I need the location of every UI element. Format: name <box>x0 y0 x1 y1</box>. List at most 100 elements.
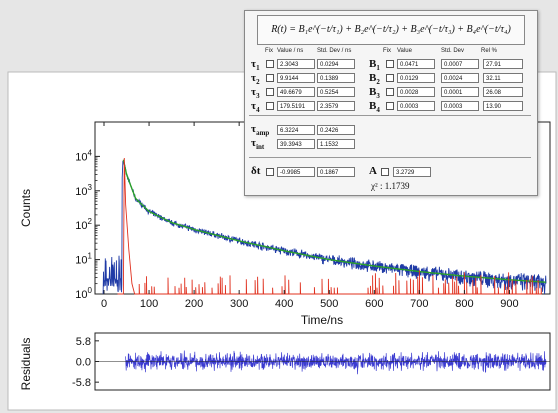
x-tick-label: 100 <box>140 298 158 310</box>
tau-symbol: τ <box>251 100 257 112</box>
avg-tau-symbol: τ <box>251 137 257 149</box>
rel-percent-field: 27.91 <box>483 59 523 69</box>
panel-divider <box>249 157 531 158</box>
b-std-field: 0.0024 <box>441 73 479 83</box>
y-tick-label: 101 <box>75 252 92 267</box>
b-index: 1 <box>376 64 380 73</box>
y-tick-label: 103 <box>75 183 92 198</box>
tau-value-field[interactable]: 49.6679 <box>277 87 315 97</box>
tau-std-field: 0.1389 <box>317 73 355 83</box>
b-label: B3 <box>369 86 380 100</box>
fix-b-checkbox[interactable] <box>386 88 394 96</box>
tau-value-field[interactable]: 179.5191 <box>277 101 315 111</box>
tau-std-field: 0.5254 <box>317 87 355 97</box>
shift-value-field[interactable]: -0.9985 <box>277 167 315 177</box>
avg-tau-type: int <box>256 143 265 152</box>
tau-std-field: 0.0294 <box>317 59 355 69</box>
avg-tau-std-field: 1.1532 <box>317 139 355 149</box>
shift-label: δt <box>251 165 261 177</box>
b-index: 4 <box>376 106 380 115</box>
b-value-field[interactable]: 0.0028 <box>397 87 435 97</box>
b-symbol: B <box>369 100 377 112</box>
column-header: Value <box>397 48 412 54</box>
a-label: A <box>369 165 377 177</box>
fix-tau-checkbox[interactable] <box>266 102 274 110</box>
rel-percent-field: 13.90 <box>483 101 523 111</box>
fix-tau-checkbox[interactable] <box>266 74 274 82</box>
residual-tick-label: 5.8 <box>76 336 91 348</box>
x-tick-label: 400 <box>275 298 293 310</box>
y-tick-label: 104 <box>75 148 92 163</box>
y-tick-label: 100 <box>75 286 92 301</box>
avg-tau-value-field: 39.3943 <box>277 139 315 149</box>
tau-std-field: 2.3579 <box>317 101 355 111</box>
tau-label: τ3 <box>251 86 260 100</box>
x-tick-label: 300 <box>230 298 248 310</box>
fix-tau-checkbox[interactable] <box>266 88 274 96</box>
x-tick-label: 500 <box>320 298 338 310</box>
tau-symbol: τ <box>251 58 257 70</box>
residuals-axis-label: Residuals <box>19 338 33 391</box>
tau-index: 2 <box>256 78 260 87</box>
column-header: Fix <box>383 48 391 54</box>
fit-parameters-panel: R(t) = B₁e^(−t/τ₁) + B₂e^(−t/τ₂) + B₃e^(… <box>244 10 538 196</box>
fix-shift-checkbox[interactable] <box>266 168 274 176</box>
b-symbol: B <box>369 86 377 98</box>
b-symbol: B <box>369 58 377 70</box>
b-value-field[interactable]: 0.0471 <box>397 59 435 69</box>
x-tick-label: 700 <box>410 298 428 310</box>
tau-index: 3 <box>256 92 260 101</box>
tau-label: τ4 <box>251 100 260 114</box>
tau-value-field[interactable]: 2.3043 <box>277 59 315 69</box>
tau-label: τ2 <box>251 72 260 86</box>
b-index: 2 <box>376 78 380 87</box>
tau-symbol: τ <box>251 86 257 98</box>
avg-tau-value-field: 6.3224 <box>277 125 315 135</box>
x-tick-label: 0 <box>101 298 107 310</box>
shift-std-field: 0.1867 <box>317 167 355 177</box>
avg-tau-symbol: τ <box>251 123 257 135</box>
tau-value-field[interactable]: 9.9144 <box>277 73 315 83</box>
fix-b-checkbox[interactable] <box>386 102 394 110</box>
column-header: Std. Dev / ns <box>317 48 352 54</box>
x-tick-label: 600 <box>365 298 383 310</box>
column-header: Rel % <box>481 48 498 54</box>
residuals-plot-area: 5.8 0.0 -5.8 <box>72 332 551 391</box>
b-std-field: 0.0001 <box>441 87 479 97</box>
rel-percent-field: 32.11 <box>483 73 523 83</box>
b-label: B1 <box>369 58 380 72</box>
y-axis-label: Counts <box>19 189 33 227</box>
panel-divider <box>249 115 531 116</box>
residual-tick-label: -5.8 <box>72 377 91 389</box>
model-equation: R(t) = B₁e^(−t/τ₁) + B₂e^(−t/τ₂) + B₃e^(… <box>257 15 525 45</box>
rel-percent-field: 26.08 <box>483 87 523 97</box>
avg-tau-label: τint <box>251 137 264 151</box>
fix-a-checkbox[interactable] <box>381 168 389 176</box>
b-label: B4 <box>369 100 380 114</box>
b-label: B2 <box>369 72 380 86</box>
b-value-field[interactable]: 0.0129 <box>397 73 435 83</box>
b-std-field: 0.0003 <box>441 101 479 111</box>
fit-curve-series <box>122 159 546 283</box>
fix-b-checkbox[interactable] <box>386 74 394 82</box>
b-symbol: B <box>369 72 377 84</box>
b-index: 3 <box>376 92 380 101</box>
column-header: Value / ns <box>277 48 304 54</box>
y-tick-label: 102 <box>75 217 92 232</box>
x-axis-label: Time/ns <box>301 313 343 327</box>
fix-tau-checkbox[interactable] <box>266 60 274 68</box>
column-header: Fix <box>265 48 273 54</box>
b-std-field: 0.0007 <box>441 59 479 69</box>
a-value-field[interactable]: 3.2729 <box>393 167 431 177</box>
fix-b-checkbox[interactable] <box>386 60 394 68</box>
residual-tick-label: 0.0 <box>76 357 91 369</box>
residuals-series <box>125 350 547 375</box>
tau-index: 4 <box>256 106 260 115</box>
b-value-field[interactable]: 0.0003 <box>397 101 435 111</box>
chi-squared: χ² : 1.1739 <box>371 181 410 191</box>
avg-tau-label: τamp <box>251 123 269 137</box>
tau-index: 1 <box>256 64 260 73</box>
tau-symbol: τ <box>251 72 257 84</box>
tau-label: τ1 <box>251 58 260 72</box>
avg-tau-std-field: 0.2426 <box>317 125 355 135</box>
